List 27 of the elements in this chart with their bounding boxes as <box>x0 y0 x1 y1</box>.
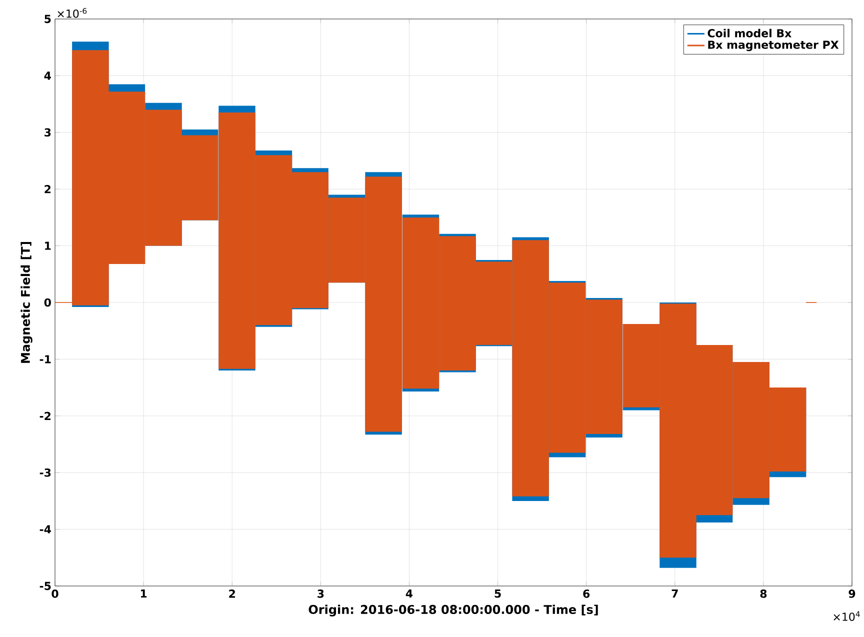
x-tick-label: 9 <box>848 590 856 598</box>
y-tick-label: -2 <box>40 412 51 420</box>
x-tick-label: 6 <box>583 590 590 598</box>
y-tick-label: -4 <box>40 525 51 534</box>
y-axis-title: Magnetic Field [T] <box>20 242 32 363</box>
x-tick-label: 1 <box>140 590 147 598</box>
legend-label: Coil model Bx <box>708 28 792 38</box>
x-tick-label: 3 <box>318 590 324 598</box>
y-tick-label: 5 <box>44 14 51 24</box>
text: ×10$^{4}$ <box>834 611 860 621</box>
y-tick-label: -1 <box>40 355 51 364</box>
x-tick-label: 8 <box>760 590 767 598</box>
text: ×10$^{-6}$ <box>58 8 87 18</box>
y-tick-label: -5 <box>40 582 51 590</box>
legend-label: Bx magnetometer PX <box>708 40 839 52</box>
y-tick-label: -3 <box>40 468 51 477</box>
x-tick-label: 0 <box>52 590 58 598</box>
x-tick-label: 2 <box>229 590 235 598</box>
y-tick-label: 4 <box>44 72 51 80</box>
x-tick-label: 7 <box>672 590 678 598</box>
y-tick-label: 0 <box>44 298 51 307</box>
y-tick-label: 1 <box>45 242 51 250</box>
y-tick-label: 3 <box>44 128 51 137</box>
x-axis-title: Origin: 2016-06-18 08:00:00.000 - Time [s] <box>308 604 598 616</box>
x-tick-label: 5 <box>494 590 501 598</box>
x-tick-label: 4 <box>406 590 413 598</box>
y-tick-label: 2 <box>44 185 51 194</box>
